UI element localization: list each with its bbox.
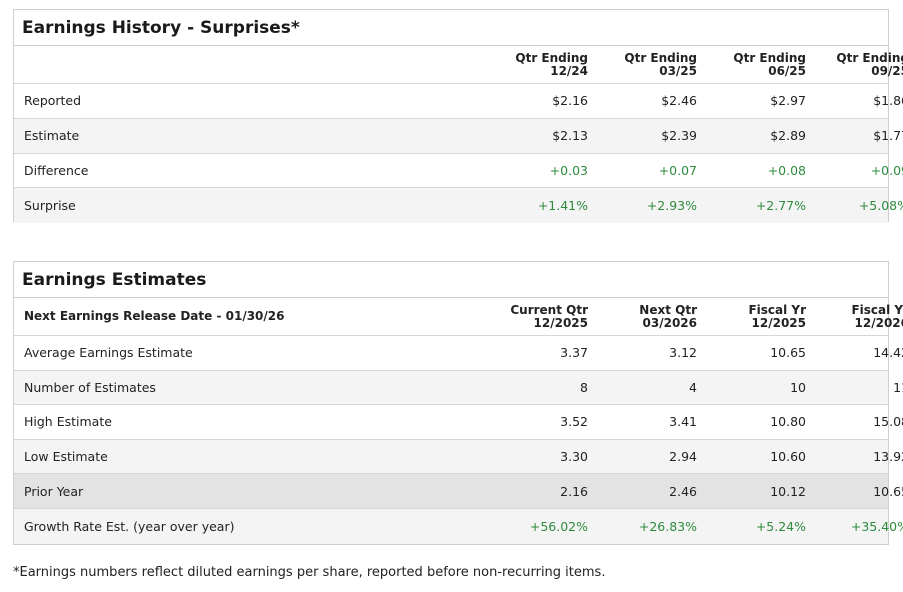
table-cell: $2.89 <box>770 128 806 144</box>
footnote: *Earnings numbers reflect diluted earnin… <box>13 565 606 580</box>
row-label: Estimate <box>24 128 80 144</box>
table-cell: $2.46 <box>661 93 697 109</box>
table-row: Average Earnings Estimate 3.37 3.12 10.6… <box>14 336 903 371</box>
table-cell: 11 <box>893 379 903 395</box>
table-cell: 13.92 <box>873 449 903 465</box>
earnings-estimates-panel: Earnings Estimates Next Earnings Release… <box>13 261 903 545</box>
table-cell: 2.16 <box>560 483 588 499</box>
column-header: Next Qtr 03/2026 <box>639 302 697 330</box>
table-cell: +0.09 <box>870 162 903 178</box>
column-header: Current Qtr 12/2025 <box>510 302 588 330</box>
table-cell: +56.02% <box>529 518 588 534</box>
table-row: Low Estimate 3.30 2.94 10.60 13.92 <box>14 439 903 475</box>
table-cell: $2.13 <box>552 128 588 144</box>
row-label: Average Earnings Estimate <box>24 345 193 361</box>
table-cell: 2.46 <box>669 483 697 499</box>
table-cell: 3.12 <box>669 345 697 361</box>
table-cell: +5.08% <box>858 198 903 214</box>
row-label: Number of Estimates <box>24 379 156 395</box>
column-header: Qtr Ending 06/25 <box>733 50 806 78</box>
table-cell: +1.41% <box>537 198 588 214</box>
row-label: Low Estimate <box>24 449 108 465</box>
column-header: Fiscal Yr 12/2025 <box>748 302 806 330</box>
table-cell: 2.94 <box>669 449 697 465</box>
table-row: Reported $2.16 $2.46 $2.97 $1.86 <box>14 84 903 119</box>
table-cell: 10.60 <box>770 449 806 465</box>
table-row: Surprise +1.41% +2.93% +2.77% +5.08% <box>14 188 903 223</box>
table-cell: $1.77 <box>873 128 903 144</box>
table-cell: 15.08 <box>873 414 903 430</box>
table-row: Growth Rate Est. (year over year) +56.02… <box>14 508 903 544</box>
table-cell: +0.08 <box>767 162 806 178</box>
table-cell: 3.52 <box>560 414 588 430</box>
table-cell: 10.80 <box>770 414 806 430</box>
table-cell: 10.65 <box>770 345 806 361</box>
table-cell: 10.65 <box>873 483 903 499</box>
table-cell: 8 <box>580 379 588 395</box>
table-cell: 10.12 <box>770 483 806 499</box>
table-cell: +2.93% <box>646 198 697 214</box>
table-cell: 3.30 <box>560 449 588 465</box>
table-cell: 3.37 <box>560 345 588 361</box>
table-cell: 14.42 <box>873 345 903 361</box>
row-label: Growth Rate Est. (year over year) <box>24 518 235 534</box>
table-cell: $2.39 <box>661 128 697 144</box>
estimates-title: Earnings Estimates <box>14 262 888 298</box>
surprises-header-row: Qtr Ending 12/24 Qtr Ending 03/25 Qtr Endi… <box>14 46 903 84</box>
table-cell: +5.24% <box>755 518 806 534</box>
table-cell: +35.40% <box>850 518 903 534</box>
earnings-surprises-panel: Earnings History - Surprises* Qtr Ending… <box>13 9 903 223</box>
table-row: Prior Year 2.16 2.46 10.12 10.65 <box>14 474 903 509</box>
row-label: High Estimate <box>24 414 112 430</box>
table-cell: 10 <box>790 379 806 395</box>
row-label: Surprise <box>24 198 76 214</box>
table-row: High Estimate 3.52 3.41 10.80 15.08 <box>14 405 903 440</box>
table-row: Estimate $2.13 $2.39 $2.89 $1.77 <box>14 118 903 154</box>
estimates-header-row: Next Earnings Release Date - 01/30/26 Cu… <box>14 298 903 336</box>
row-label: Difference <box>24 162 89 178</box>
surprises-title: Earnings History - Surprises* <box>14 10 888 46</box>
table-cell: +2.77% <box>755 198 806 214</box>
column-header: Qtr Ending 12/24 <box>515 50 588 78</box>
table-row: Number of Estimates 8 4 10 11 <box>14 370 903 406</box>
table-cell: +0.03 <box>549 162 588 178</box>
column-header: Qtr Ending 03/25 <box>624 50 697 78</box>
row-label: Reported <box>24 93 82 109</box>
table-cell: +0.07 <box>658 162 697 178</box>
table-cell: 3.41 <box>669 414 697 430</box>
table-row: Difference +0.03 +0.07 +0.08 +0.09 <box>14 154 903 189</box>
table-cell: 4 <box>689 379 697 395</box>
table-cell: $2.97 <box>770 93 806 109</box>
table-cell: $2.16 <box>552 93 588 109</box>
table-cell: $1.86 <box>873 93 903 109</box>
table-cell: +26.83% <box>638 518 697 534</box>
row-label: Prior Year <box>24 483 84 499</box>
next-release-date-label: Next Earnings Release Date - 01/30/26 <box>24 309 285 323</box>
